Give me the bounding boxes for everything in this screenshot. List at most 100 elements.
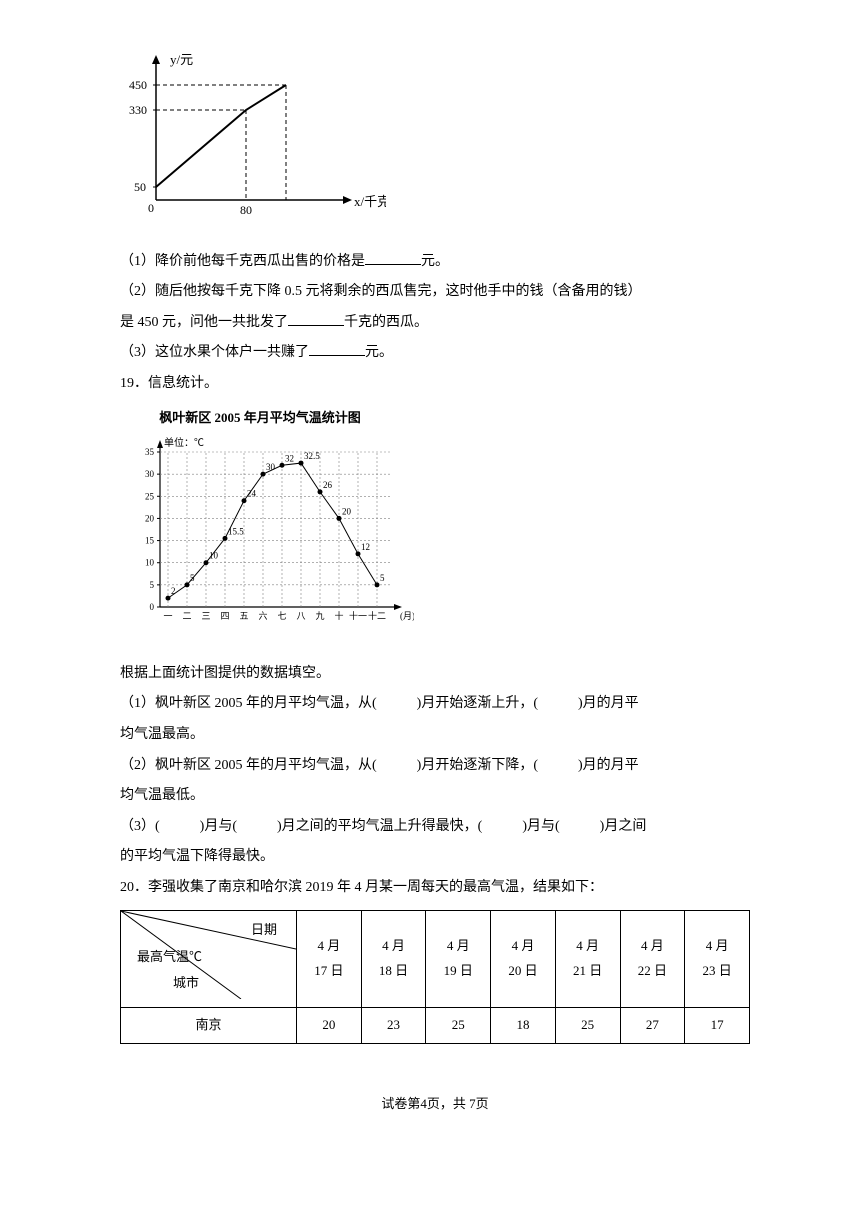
svg-text:30: 30: [266, 462, 276, 472]
q18-sub2-mid: 是 450 元，问他一共批发了: [120, 315, 288, 330]
chart2-title: 枫叶新区 2005 年月平均气温统计图: [130, 406, 390, 431]
date-2: 4 月19 日: [444, 938, 473, 978]
line-chart-temperature: 枫叶新区 2005 年月平均气温统计图 单位：℃05101520253035一二…: [124, 406, 750, 643]
q20-header: 20．李强收集了南京和哈尔滨 2019 年 4 月某一周每天的最高气温，结果如下…: [120, 875, 750, 902]
q18-sub3-post: 元。: [365, 345, 393, 360]
svg-text:x/千克: x/千克: [354, 194, 386, 209]
q19-sub2-line1: （2）枫叶新区 2005 年的月平均气温，从()月开始逐渐下降，()月的月平: [120, 753, 750, 780]
svg-text:十: 十: [334, 610, 343, 621]
t: （1）枫叶新区 2005 年的月平均气温，从(: [120, 696, 377, 711]
svg-text:二: 二: [182, 611, 191, 621]
t: )月与(: [200, 819, 237, 834]
svg-text:(月): (月): [400, 611, 414, 621]
diag-svg: 日期 最高气温℃ 城市: [121, 911, 296, 999]
svg-text:5: 5: [380, 573, 385, 583]
svg-text:25: 25: [145, 492, 155, 502]
date-cell: 4 月21 日: [555, 910, 620, 1008]
svg-text:330: 330: [129, 103, 147, 117]
t: )月开始逐渐上升，(: [417, 696, 538, 711]
svg-text:十一: 十一: [349, 610, 367, 621]
svg-text:20: 20: [145, 514, 155, 524]
footer-mid: 页，共: [427, 1096, 469, 1111]
value-cell: 27: [620, 1008, 685, 1044]
q19-sub1-line1: （1）枫叶新区 2005 年的月平均气温，从( )月开始逐渐上升，( )月的月平: [120, 691, 750, 718]
svg-text:15.5: 15.5: [228, 527, 244, 537]
svg-text:5: 5: [150, 580, 155, 590]
svg-text:32.5: 32.5: [304, 451, 320, 461]
diag-date: 日期: [251, 922, 277, 937]
city-label-cell: 南京: [121, 1008, 297, 1044]
svg-text:26: 26: [323, 480, 333, 490]
date-3: 4 月20 日: [508, 938, 537, 978]
value-cell: 25: [555, 1008, 620, 1044]
value-cell: 23: [361, 1008, 426, 1044]
t: )月的月平: [578, 696, 639, 711]
q18-sub1-pre: （1）降价前他每千克西瓜出售的价格是: [120, 254, 365, 269]
q18-sub2-post: 千克的西瓜。: [344, 315, 428, 330]
q19-header: 19．信息统计。: [120, 371, 750, 398]
q19-sub3-line1: （3）( )月与( )月之间的平均气温上升得最快，( )月与( )月之间: [120, 814, 750, 841]
table-row-header: 日期 最高气温℃ 城市 4 月17 日 4 月18 日 4 月19 日 4 月2…: [121, 910, 750, 1008]
date-4: 4 月21 日: [573, 938, 602, 978]
svg-text:四: 四: [220, 611, 229, 621]
line-chart-watermelon: 50 330 450 80 y/元 x/千克 0: [126, 50, 750, 231]
temperature-table: 日期 最高气温℃ 城市 4 月17 日 4 月18 日 4 月19 日 4 月2…: [120, 910, 750, 1045]
t: )月开始逐渐下降，(: [417, 758, 538, 773]
blank-input[interactable]: [365, 249, 421, 264]
blank-input[interactable]: [288, 310, 344, 325]
svg-text:20: 20: [342, 507, 352, 517]
svg-text:30: 30: [145, 469, 155, 479]
svg-text:三: 三: [201, 611, 210, 621]
svg-text:5: 5: [190, 573, 195, 583]
date-cell: 4 月22 日: [620, 910, 685, 1008]
value-cell: 20: [297, 1008, 362, 1044]
t: )月之间的平均气温上升得最快，(: [277, 819, 482, 834]
q18-sub3: （3）这位水果个体户一共赚了 元。: [120, 340, 750, 367]
page-footer: 试卷第4页，共 7页: [120, 1092, 750, 1117]
table-row-nanjing: 南京 20 23 25 18 25 27 17: [121, 1008, 750, 1044]
svg-text:五: 五: [239, 611, 248, 621]
svg-text:80: 80: [240, 203, 252, 217]
svg-text:32: 32: [285, 454, 294, 464]
date-cell: 4 月18 日: [361, 910, 426, 1008]
svg-text:十二: 十二: [368, 610, 386, 621]
svg-text:九: 九: [315, 611, 324, 621]
svg-text:y/元: y/元: [170, 52, 193, 67]
svg-text:七: 七: [277, 611, 286, 621]
t: )月与(: [522, 819, 559, 834]
q19-caption: 根据上面统计图提供的数据填空。: [120, 661, 750, 688]
diag-city: 城市: [173, 975, 199, 990]
chart2-svg: 单位：℃05101520253035一二三四五六七八九十十一十二(月)25101…: [124, 432, 414, 632]
q18-sub3-pre: （3）这位水果个体户一共赚了: [120, 345, 309, 360]
date-1: 4 月18 日: [379, 938, 408, 978]
q19-sub1-line2: 均气温最高。: [120, 722, 750, 749]
q18-sub2-line1: （2）随后他按每千克下降 0.5 元将剩余的西瓜售完，这时他手中的钱（含备用的钱…: [120, 279, 750, 306]
t: （3）(: [120, 819, 160, 834]
q19-sub2-line2: 均气温最低。: [120, 783, 750, 810]
svg-text:12: 12: [361, 542, 370, 552]
date-cell: 4 月23 日: [685, 910, 750, 1008]
value-cell: 17: [685, 1008, 750, 1044]
footer-pre: 试卷第: [381, 1096, 420, 1111]
blank-input[interactable]: [309, 341, 365, 356]
svg-text:六: 六: [258, 610, 267, 621]
svg-text:2: 2: [171, 586, 176, 596]
svg-text:50: 50: [134, 180, 146, 194]
svg-text:一: 一: [163, 611, 172, 621]
footer-post: 页: [476, 1096, 489, 1111]
q18-sub1: （1）降价前他每千克西瓜出售的价格是元。: [120, 249, 750, 276]
date-6: 4 月23 日: [702, 938, 731, 978]
svg-text:450: 450: [129, 78, 147, 92]
t: （2）枫叶新区 2005 年的月平均气温，从(: [120, 758, 377, 773]
value-cell: 25: [426, 1008, 491, 1044]
svg-text:0: 0: [148, 201, 154, 215]
date-cell: 4 月19 日: [426, 910, 491, 1008]
svg-text:10: 10: [209, 551, 219, 561]
date-5: 4 月22 日: [638, 938, 667, 978]
q18-sub2-pre: （2）随后他按每千克下降 0.5 元将剩余的西瓜售完，这时他手中的钱（含备用的钱…: [120, 284, 642, 299]
diag-temp: 最高气温℃: [137, 949, 202, 964]
q18-sub2-line2: 是 450 元，问他一共批发了 千克的西瓜。: [120, 310, 750, 337]
svg-text:24: 24: [247, 489, 257, 499]
t: )月之间: [600, 819, 647, 834]
date-cell: 4 月20 日: [491, 910, 556, 1008]
